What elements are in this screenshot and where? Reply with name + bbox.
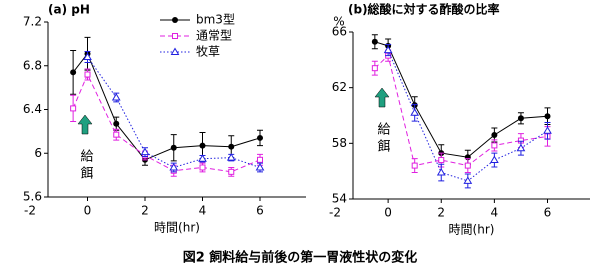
point [463,176,473,184]
point [83,52,92,60]
annotation: 給餌 [375,122,391,156]
point [491,131,498,138]
y-tick-label: 6 [34,146,42,160]
point [371,38,378,45]
point [198,154,207,162]
legend-marker [170,47,180,55]
x-tick-label: 2 [141,204,149,218]
series-line [374,54,548,167]
legend-label: bm3型 [196,13,235,27]
x-tick-label: 4 [199,204,207,218]
legend-label: 通常型 [196,29,232,43]
x-tick-label: 6 [256,204,264,218]
point [490,155,499,164]
y-axis-label: % [333,15,344,29]
point [257,134,263,141]
legend-marker [172,17,178,23]
point [543,126,552,134]
y-tick-label: 62 [332,80,347,94]
point [199,142,206,149]
x-tick-label: 4 [491,206,499,220]
series-line [374,41,548,158]
point [257,156,263,163]
x-tick-label: 6 [544,206,552,220]
point [255,162,265,171]
point [70,105,77,112]
point [383,45,393,54]
point [170,144,177,151]
y-tick-label: 58 [332,136,347,150]
x-axis-label: 時間(hr) [449,223,495,237]
point [371,65,378,72]
feed-arrow [77,114,93,135]
point [228,143,235,150]
y-tick-label: 54 [332,192,347,206]
x-tick-label: 0 [84,204,92,218]
y-tick-label: 7.2 [23,15,42,29]
point [491,142,498,149]
point [199,164,206,171]
point [464,162,471,169]
chart-title: (a) pH [48,3,90,17]
series-line [72,73,261,173]
feed-arrow [374,87,390,108]
annotation: 給餌 [78,149,94,183]
point [438,157,445,164]
y-tick-label: 6.4 [23,102,42,116]
y-tick-label: 5.6 [23,190,42,204]
point [516,143,526,152]
point [113,131,120,138]
y-tick-label: 66 [332,25,347,39]
point [70,69,77,76]
legend-label: 牧草 [196,45,220,59]
point [544,113,551,120]
point [84,71,91,78]
y-tick-label: 6.8 [23,58,42,72]
x-tick-label: -2 [329,206,341,220]
point [140,147,150,156]
chart-title: (b)総酸に対する酢酸の比率 [348,2,500,17]
point [517,115,524,122]
point [226,153,236,161]
point [228,168,235,175]
point [411,162,418,169]
point [410,108,420,116]
series-line [72,52,261,161]
legend-marker [172,33,178,39]
x-tick-label: 0 [384,206,392,220]
point [436,168,446,176]
point [169,162,179,171]
point [111,92,121,101]
x-tick-label: -2 [24,204,36,218]
point [113,120,120,127]
caption: 図2 飼料給与前後の第一胃液性状の変化 [183,250,418,266]
x-tick-label: 2 [437,206,445,220]
x-axis-label: 時間(hr) [154,221,200,235]
